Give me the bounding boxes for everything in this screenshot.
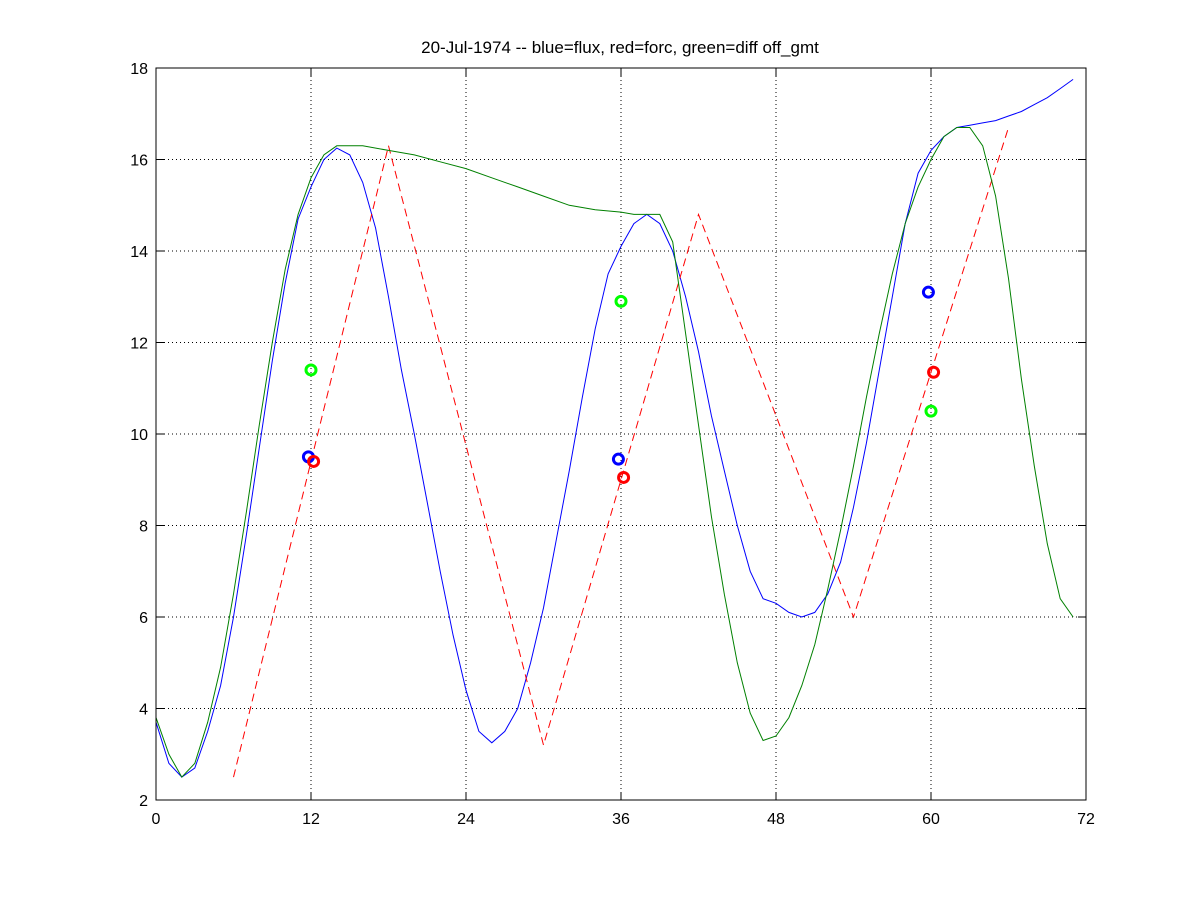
series-line-2 [155, 127, 1074, 778]
y-tick-label: 16 [130, 153, 148, 170]
x-tick-label: 24 [457, 811, 475, 828]
marker-point-2 [304, 363, 318, 377]
x-tick-label: 48 [767, 811, 785, 828]
y-tick-label: 4 [139, 702, 148, 719]
y-tick-label: 12 [130, 336, 148, 353]
marker-point-1 [927, 365, 941, 379]
marker-point-0 [921, 285, 935, 299]
x-tick-label: 0 [152, 811, 161, 828]
marker-point-2 [924, 404, 938, 418]
marker-point-1 [617, 470, 631, 484]
grid [156, 68, 1086, 800]
x-tick-label: 12 [302, 811, 320, 828]
marker-layer [301, 285, 941, 484]
x-tick-label: 60 [922, 811, 940, 828]
series-line-0 [155, 78, 1074, 778]
series-layer [155, 78, 1074, 778]
x-tick-label: 72 [1077, 811, 1095, 828]
y-tick-label: 6 [139, 610, 148, 627]
chart-title: 20-Jul-1974 -- blue=flux, red=forc, gree… [421, 38, 819, 57]
y-tick-label: 14 [130, 244, 148, 261]
y-tick-label: 8 [139, 519, 148, 536]
x-tick-label: 36 [612, 811, 630, 828]
marker-point-0 [611, 452, 625, 466]
y-tick-label: 10 [130, 427, 148, 444]
y-tick-label: 18 [130, 61, 148, 78]
marker-point-1 [307, 454, 321, 468]
marker-point-2 [614, 294, 628, 308]
y-tick-label: 2 [139, 793, 148, 810]
